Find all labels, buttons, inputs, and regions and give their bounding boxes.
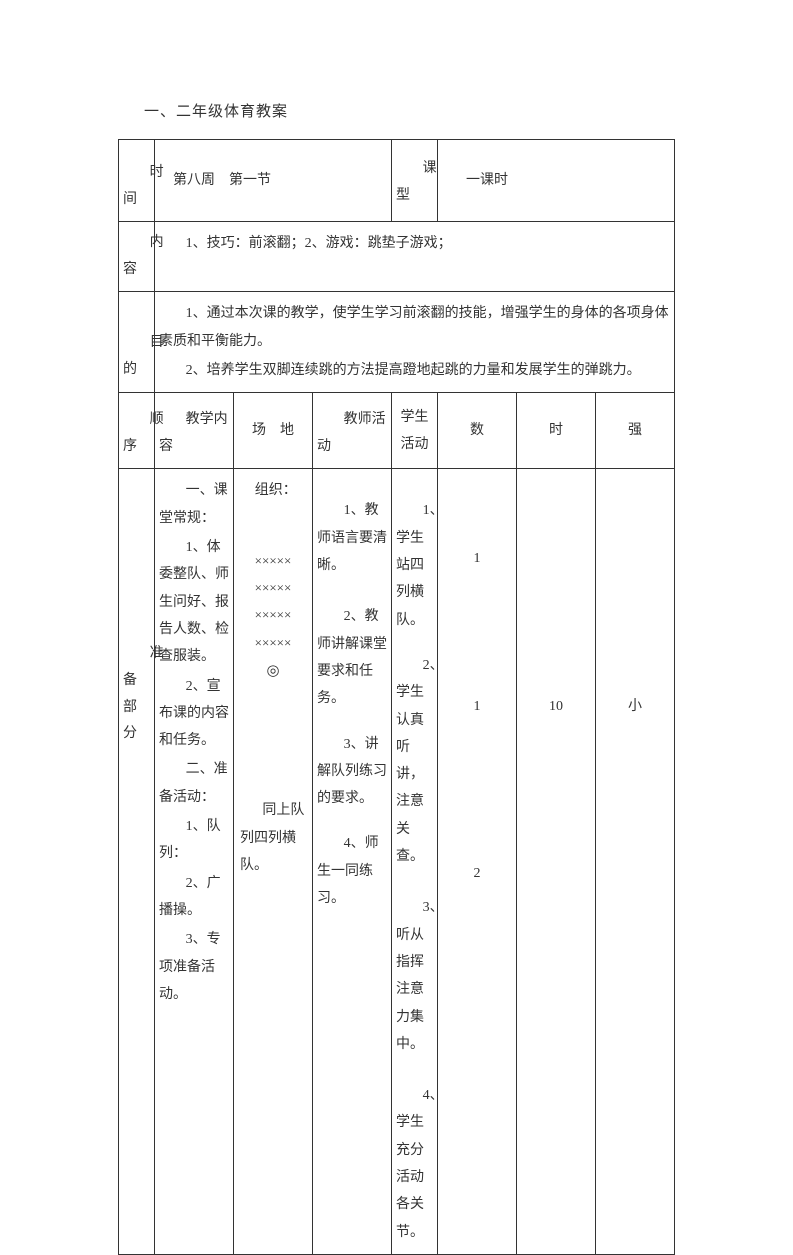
label-time: 时间: [119, 140, 155, 222]
prep-c-c: 2、宣布课的内容和任务。: [159, 673, 229, 755]
label-content-text: 内容: [123, 230, 150, 283]
venue-x3: ×××××: [238, 601, 308, 628]
prep-sact: 1、学生站四列横队。 2、学生认真听讲，注意关查。 3、听从指挥注意力集中。 4…: [392, 469, 438, 1254]
document-title: 一、二年级体育教案: [144, 100, 675, 121]
col-tact: 教师活动: [313, 393, 392, 469]
t-val: 10: [521, 693, 591, 720]
col-content: 教学内容: [155, 393, 234, 469]
n3: 2: [442, 860, 512, 887]
venue-mark: ◎: [238, 656, 308, 688]
col-seq-text: 顺序: [123, 407, 150, 460]
value-content-text: 1、技巧：前滚翻；2、游戏：跳垫子游戏；: [159, 230, 670, 257]
tact-2: 2、教师讲解课堂要求和任务。: [317, 603, 387, 712]
tact-4: 4、师生一同练习。: [317, 830, 387, 912]
goal-line-1: 1、通过本次课的教学，使学生学习前滚翻的技能，增强学生的身体的各项身体素质和平衡…: [159, 300, 670, 355]
value-time: 第八周 第一节: [155, 140, 392, 222]
venue-x1: ×××××: [238, 547, 308, 574]
col-n: 数: [438, 393, 517, 469]
label-goal-text: 目的: [123, 330, 150, 383]
value-goal: 1、通过本次课的教学，使学生学习前滚翻的技能，增强学生的身体的各项身体素质和平衡…: [155, 292, 675, 393]
prep-venue: 组织： ××××× ××××× ××××× ××××× ◎ 同上队列四列横队。: [234, 469, 313, 1254]
col-venue-text: 场 地: [252, 423, 294, 438]
col-venue: 场 地: [234, 393, 313, 469]
prep-c-f: 2、广播操。: [159, 870, 229, 925]
prep-tact: 1、教师语言要清晰。 2、教师讲解课堂要求和任务。 3、讲解队列练习的要求。 4…: [313, 469, 392, 1254]
label-type-text: 课型: [396, 156, 433, 209]
venue-note: 同上队列四列横队。: [240, 797, 306, 879]
col-n-text: 数: [470, 423, 484, 438]
prep-n: 1 1 2: [438, 469, 517, 1254]
col-s: 强: [596, 393, 675, 469]
value-content: 1、技巧：前滚翻；2、游戏：跳垫子游戏；: [155, 222, 675, 292]
row-col-headers: 顺序 教学内容 场 地 教师活动 学生活动 数 时 强: [119, 393, 675, 469]
label-time-text: 时间: [123, 160, 150, 213]
lesson-plan-table: 时间 第八周 第一节 课型 一课时 内容 1、技巧：前滚翻；2、游戏：跳垫子游戏…: [118, 139, 675, 1255]
col-content-text: 教学内容: [159, 407, 229, 460]
tact-1: 1、教师语言要清晰。: [317, 497, 387, 579]
prep-seq: 准备部分: [119, 469, 155, 1254]
col-seq: 顺序: [119, 393, 155, 469]
row-prep: 准备部分 一、课堂常规： 1、体委整队、师生问好、报告人数、检查服装。 2、宣布…: [119, 469, 675, 1254]
value-type-text: 一课时: [466, 173, 508, 188]
col-sact: 学生活动: [392, 393, 438, 469]
label-content: 内容: [119, 222, 155, 292]
prep-content: 一、课堂常规： 1、体委整队、师生问好、报告人数、检查服装。 2、宣布课的内容和…: [155, 469, 234, 1254]
prep-c-a: 一、课堂常规：: [159, 477, 229, 532]
page-root: 一、二年级体育教案 时间 第八周 第一节 课型 一课时 内容: [0, 0, 793, 1122]
n2: 1: [442, 693, 512, 720]
value-type: 一课时: [438, 140, 675, 222]
prep-c-g: 3、专项准备活动。: [159, 926, 229, 1008]
s-val: 小: [600, 693, 670, 720]
goal-line-2: 2、培养学生双脚连续跳的方法提高蹬地起跳的力量和发展学生的弹跳力。: [159, 357, 670, 384]
prep-seq-text: 准备部分: [123, 641, 150, 747]
sact-4: 4、学生充分活动各关节。: [396, 1082, 433, 1246]
n1: 1: [442, 545, 512, 572]
col-s-text: 强: [628, 423, 642, 438]
prep-c-d: 二、准备活动：: [159, 756, 229, 811]
prep-c-e: 1、队列：: [159, 813, 229, 868]
row-content: 内容 1、技巧：前滚翻；2、游戏：跳垫子游戏；: [119, 222, 675, 292]
sact-1: 1、学生站四列横队。: [396, 497, 433, 633]
label-goal: 目的: [119, 292, 155, 393]
row-goal: 目的 1、通过本次课的教学，使学生学习前滚翻的技能，增强学生的身体的各项身体素质…: [119, 292, 675, 393]
prep-s: 小: [596, 469, 675, 1254]
tact-3: 3、讲解队列练习的要求。: [317, 731, 387, 813]
col-sact-text: 学生活动: [401, 410, 429, 452]
venue-x4: ×××××: [238, 629, 308, 656]
label-type: 课型: [392, 140, 438, 222]
col-tact-text: 教师活动: [317, 407, 387, 460]
venue-x2: ×××××: [238, 574, 308, 601]
sact-2: 2、学生认真听讲，注意关查。: [396, 652, 433, 870]
col-t-text: 时: [549, 423, 563, 438]
row-time-type: 时间 第八周 第一节 课型 一课时: [119, 140, 675, 222]
prep-c-b: 1、体委整队、师生问好、报告人数、检查服装。: [159, 534, 229, 670]
prep-t: 10: [517, 469, 596, 1254]
sact-3: 3、听从指挥注意力集中。: [396, 894, 433, 1058]
value-time-text: 第八周 第一节: [173, 173, 271, 188]
venue-org: 组织：: [238, 477, 308, 504]
col-t: 时: [517, 393, 596, 469]
